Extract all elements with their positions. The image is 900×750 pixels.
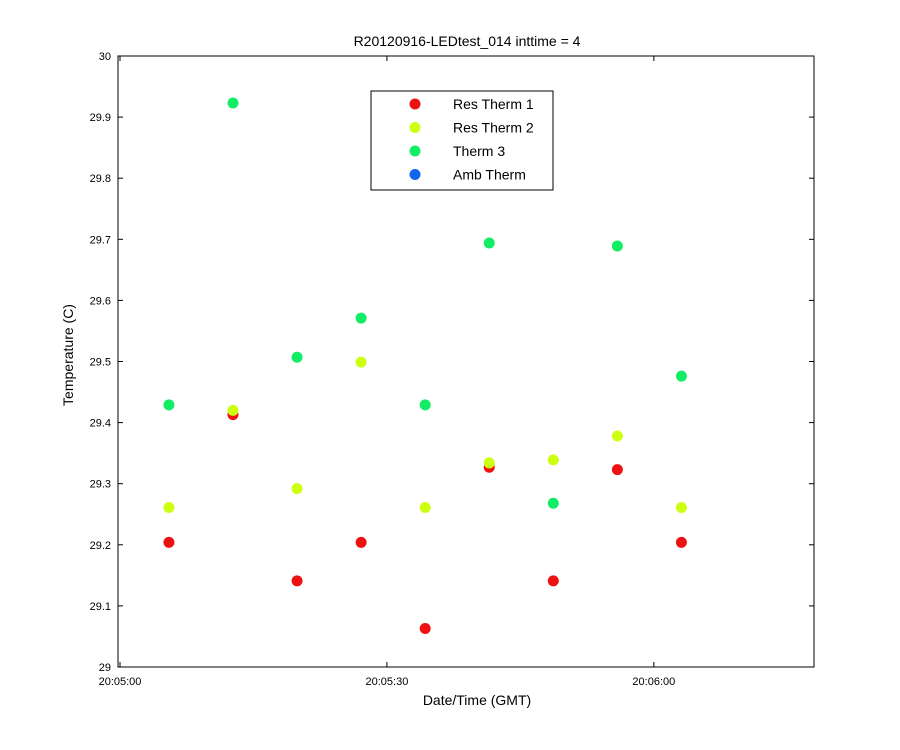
point-res-therm-2: [547, 454, 559, 466]
legend: Res Therm 1 Res Therm 2 Therm 3 Amb Therm: [370, 90, 554, 191]
y-axis: 29 29.1 29.2 29.3 29.4 29.5 29.6 29.7 29.8 29.9 30: [90, 51, 814, 674]
y-tick-label: 29.2: [90, 540, 111, 552]
data-points: [163, 97, 687, 635]
legend-label: Amb Therm: [453, 167, 526, 183]
point-therm-3: [547, 497, 559, 509]
legend-box: [370, 90, 554, 191]
y-tick-label: 29.9: [90, 112, 111, 124]
legend-label: Res Therm 1: [453, 96, 534, 112]
legend-marker: [409, 145, 421, 157]
point-res-therm-1: [547, 575, 559, 587]
x-axis: 20:05:00 20:05:30 20:06:00: [99, 56, 675, 688]
y-tick-label: 29.3: [90, 479, 111, 491]
y-tick-label: 29.5: [90, 357, 111, 369]
point-res-therm-2: [227, 404, 239, 416]
legend-marker: [409, 98, 421, 110]
point-res-therm-1: [419, 623, 431, 635]
x-tick-label: 20:05:30: [366, 676, 409, 688]
point-res-therm-2: [611, 430, 623, 442]
point-therm-3: [163, 399, 175, 411]
legend-marker: [409, 169, 421, 180]
point-res-therm-2: [163, 502, 175, 514]
point-therm-3: [483, 237, 495, 249]
point-res-therm-2: [355, 356, 367, 368]
point-therm-3: [291, 351, 303, 363]
y-tick-label: 29: [99, 662, 111, 674]
point-res-therm-1: [611, 464, 623, 476]
y-tick-label: 29.4: [90, 418, 111, 430]
point-res-therm-2: [291, 483, 303, 495]
y-axis-label: Temperature (C): [60, 304, 76, 406]
y-tick-label: 29.1: [90, 601, 111, 613]
point-res-therm-2: [675, 502, 687, 514]
point-therm-3: [611, 240, 623, 252]
x-tick-label: 20:06:00: [632, 676, 675, 688]
y-tick-label: 29.6: [90, 295, 111, 307]
point-res-therm-1: [291, 575, 303, 587]
y-tick-label: 29.8: [90, 173, 111, 185]
point-therm-3: [355, 312, 367, 324]
point-res-therm-1: [675, 536, 687, 548]
y-tick-label: 29.7: [90, 234, 111, 246]
point-res-therm-2: [419, 502, 431, 514]
legend-label: Therm 3: [453, 143, 505, 159]
point-res-therm-1: [163, 536, 175, 548]
point-res-therm-2: [483, 457, 495, 469]
y-tick-label: 30: [99, 51, 111, 63]
legend-marker: [409, 122, 421, 133]
point-therm-3: [227, 97, 239, 109]
point-res-therm-1: [355, 536, 367, 548]
x-tick-label: 20:05:00: [99, 676, 142, 688]
legend-label: Res Therm 2: [453, 120, 534, 136]
point-therm-3: [419, 399, 431, 411]
point-therm-3: [675, 370, 687, 382]
chart-title: R20120916-LEDtest_014 inttime = 4: [354, 33, 581, 49]
x-axis-label: Date/Time (GMT): [423, 692, 531, 708]
